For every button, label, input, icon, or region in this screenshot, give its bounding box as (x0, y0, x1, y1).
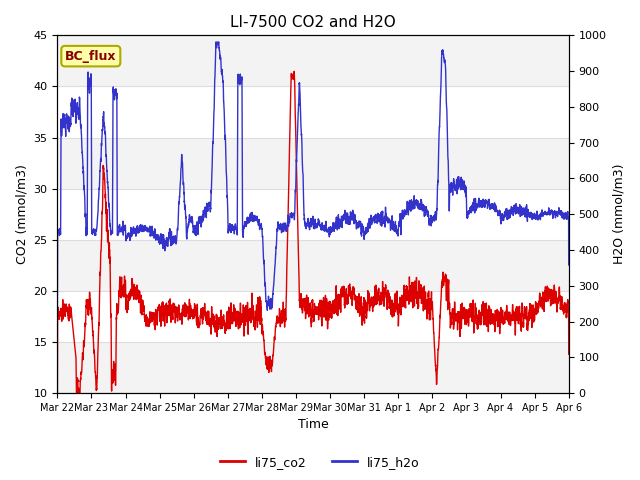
Bar (58, 240, 569, 291)
li75_h2o (564, 215, 572, 221)
Text: BC_flux: BC_flux (65, 49, 116, 63)
li75_co2 (294, 222, 301, 228)
X-axis label: Time: Time (298, 419, 328, 432)
li75_co2 (399, 299, 407, 305)
Line: li75_h2o: li75_h2o (58, 42, 569, 313)
li75_co2 (564, 302, 572, 308)
li75_h2o (428, 220, 435, 226)
li75_co2 (565, 351, 573, 357)
Legend: li75_co2, li75_h2o: li75_co2, li75_h2o (215, 451, 425, 474)
Bar (58, 138, 569, 189)
li75_co2 (145, 319, 153, 324)
li75_h2o (212, 39, 220, 45)
li75_h2o (145, 227, 153, 232)
li75_co2 (54, 390, 61, 396)
li75_co2 (428, 292, 435, 298)
Line: li75_co2: li75_co2 (58, 72, 569, 393)
Y-axis label: CO2 (mmol/m3): CO2 (mmol/m3) (15, 164, 28, 264)
Title: LI-7500 CO2 and H2O: LI-7500 CO2 and H2O (230, 15, 396, 30)
Bar (58, 342, 569, 393)
li75_co2 (456, 324, 464, 330)
li75_co2 (291, 69, 298, 74)
li75_h2o (399, 214, 407, 220)
Y-axis label: H2O (mmol/m3): H2O (mmol/m3) (612, 164, 625, 264)
Bar (58, 36, 569, 86)
li75_h2o (565, 262, 573, 268)
li75_h2o (54, 310, 61, 316)
li75_h2o (294, 120, 301, 126)
li75_h2o (456, 184, 464, 190)
